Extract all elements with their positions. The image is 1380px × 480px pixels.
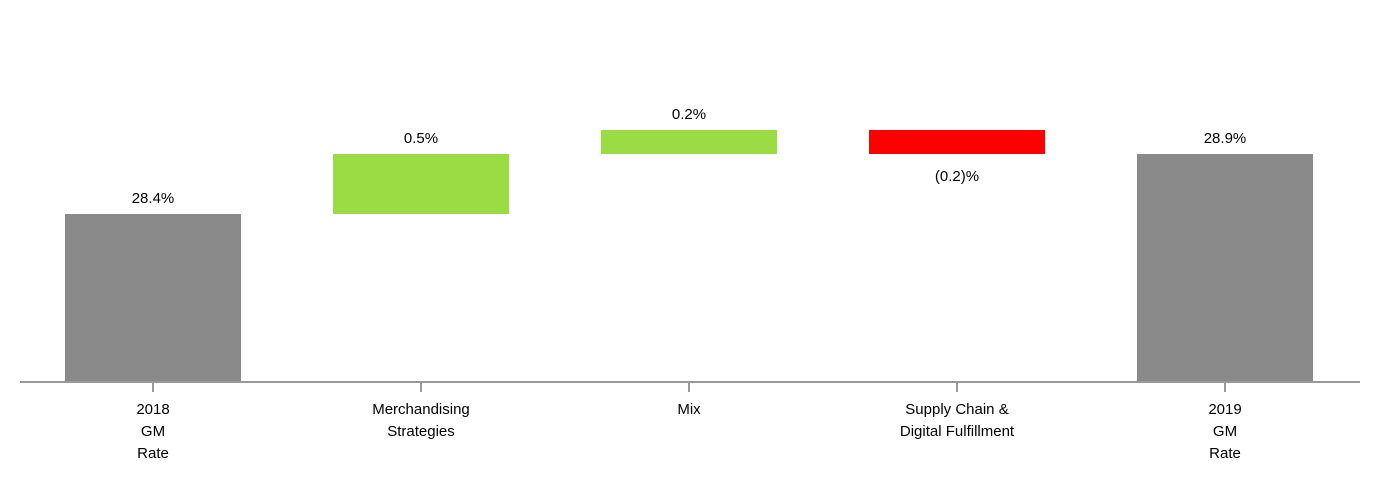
bar bbox=[65, 214, 241, 382]
value-label: 28.9% bbox=[1204, 130, 1247, 147]
bar bbox=[333, 154, 509, 214]
value-label: 28.4% bbox=[132, 190, 175, 207]
bar bbox=[601, 130, 777, 154]
x-tick-label: 2018 GM Rate bbox=[136, 401, 170, 462]
bar bbox=[1137, 154, 1313, 382]
value-label: 0.5% bbox=[404, 130, 438, 147]
x-tick-label: 2019 GM Rate bbox=[1208, 401, 1242, 462]
x-tick-label: Mix bbox=[677, 401, 701, 418]
x-tick-label: Merchandising Strategies bbox=[372, 401, 470, 440]
value-label: (0.2)% bbox=[935, 168, 979, 185]
value-label: 0.2% bbox=[672, 106, 706, 123]
x-tick-label: Supply Chain & Digital Fulfillment bbox=[899, 401, 1015, 440]
bar bbox=[869, 130, 1045, 154]
